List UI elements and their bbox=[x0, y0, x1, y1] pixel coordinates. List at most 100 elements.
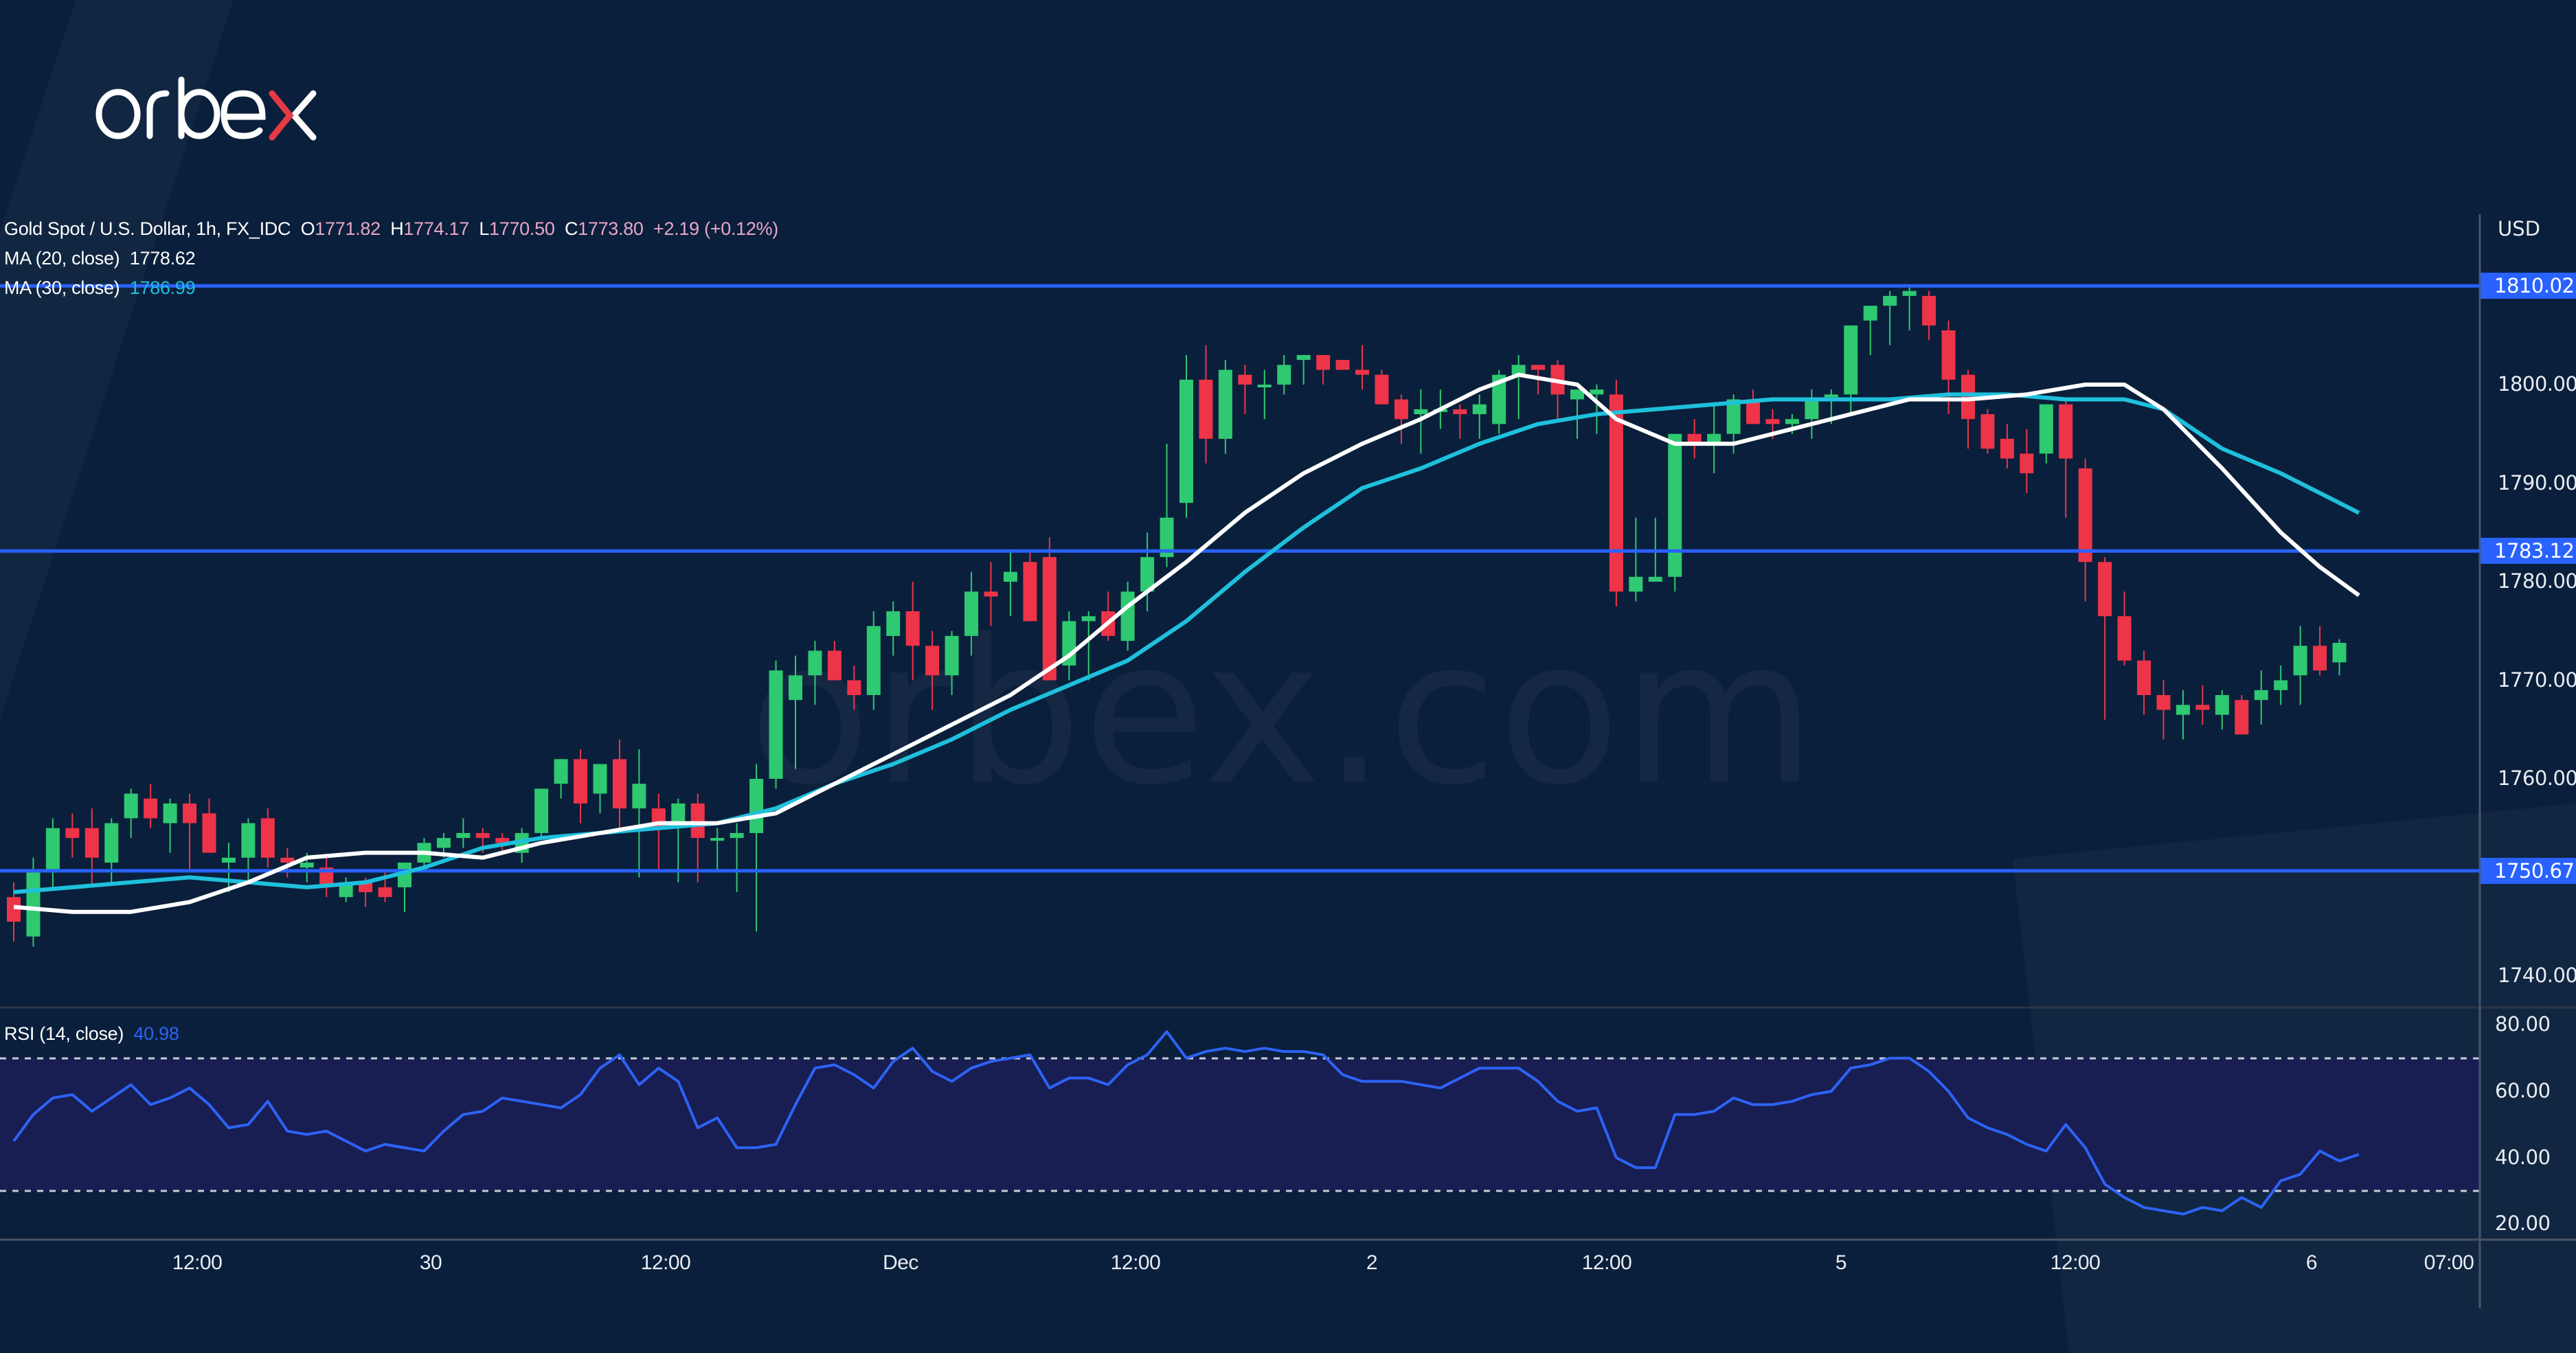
candle-bullish bbox=[1003, 571, 1017, 582]
ma20-line bbox=[13, 372, 2360, 914]
candle-bullish bbox=[300, 862, 314, 868]
price-tick-label: 1770.00 bbox=[2498, 668, 2576, 692]
time-tick-label: 12:00 bbox=[2050, 1251, 2101, 1274]
candle-bullish bbox=[436, 838, 451, 848]
orbex-logo bbox=[95, 74, 328, 150]
candle-bearish bbox=[905, 611, 920, 646]
watermark: orbex.com bbox=[749, 598, 1817, 829]
candle-bullish bbox=[1648, 576, 1662, 582]
candle-bearish bbox=[495, 838, 510, 843]
candle-bullish bbox=[456, 832, 471, 839]
candle-bullish bbox=[163, 803, 177, 823]
rsi-line bbox=[12, 1030, 2360, 1216]
candle-bearish bbox=[1453, 409, 1467, 415]
price-tick-label: 1760.00 bbox=[2498, 766, 2576, 790]
candle-bearish bbox=[7, 897, 21, 922]
candle-bearish bbox=[1765, 419, 1780, 424]
currency-label: USD bbox=[2498, 217, 2540, 240]
candle-bearish bbox=[2059, 404, 2073, 459]
candle-bearish bbox=[1980, 414, 1995, 449]
time-tick-label: Dec bbox=[883, 1251, 918, 1274]
rsi-tick-label: 20.00 bbox=[2495, 1212, 2551, 1236]
candle-bearish bbox=[612, 759, 626, 809]
ma30-value: 1786.99 bbox=[129, 277, 196, 298]
candle-bearish bbox=[925, 646, 940, 676]
candle-bullish bbox=[2332, 642, 2347, 663]
candle-bullish bbox=[1140, 557, 1155, 592]
candle-bullish bbox=[2215, 695, 2229, 715]
candle-bearish bbox=[1042, 557, 1057, 681]
candle-bearish bbox=[1199, 379, 1213, 439]
high-label: H bbox=[390, 218, 404, 239]
rsi-tick-label: 80.00 bbox=[2495, 1012, 2551, 1036]
candle-bearish bbox=[1316, 354, 1331, 370]
level-price-tag: 1750.67 bbox=[2481, 857, 2576, 884]
low-value: 1770.50 bbox=[489, 218, 555, 239]
candle-bearish bbox=[1394, 399, 1408, 420]
candle-bullish bbox=[808, 650, 822, 676]
candle-bearish bbox=[2137, 660, 2151, 696]
candle-bullish bbox=[1570, 389, 1584, 400]
candle-bullish bbox=[1277, 365, 1291, 385]
candle-bearish bbox=[1609, 394, 1623, 592]
open-value: 1771.82 bbox=[315, 218, 381, 239]
candle-bullish bbox=[2254, 690, 2268, 701]
candle-bearish bbox=[1023, 562, 1037, 622]
candle-bullish bbox=[1257, 385, 1272, 387]
price-tick-label: 1780.00 bbox=[2498, 569, 2576, 593]
price-tick-label: 1790.00 bbox=[2498, 470, 2576, 494]
candle-bullish bbox=[769, 670, 783, 779]
ma20-legend[interactable]: MA (20, close) 1778.62 bbox=[4, 248, 196, 269]
candle-bearish bbox=[183, 803, 197, 823]
rsi-legend[interactable]: RSI (14, close) 40.98 bbox=[4, 1023, 179, 1045]
candle-bullish bbox=[26, 872, 41, 937]
time-tick-label: 2 bbox=[1366, 1251, 1378, 1274]
time-tick-label: 12:00 bbox=[640, 1251, 691, 1274]
candle-bullish bbox=[730, 832, 744, 839]
candle-bullish bbox=[710, 838, 725, 841]
rsi-tick-label: 40.00 bbox=[2495, 1145, 2551, 1169]
candle-bearish bbox=[1746, 399, 1761, 424]
time-tick-label: 12:00 bbox=[1110, 1251, 1161, 1274]
time-tick-label: 12:00 bbox=[172, 1251, 223, 1274]
candle-bullish bbox=[554, 759, 568, 784]
time-tick-label: 6 bbox=[2305, 1251, 2318, 1274]
candle-bullish bbox=[1160, 517, 1174, 558]
candle-bearish bbox=[2078, 468, 2092, 562]
price-tick-label: 1740.00 bbox=[2498, 964, 2576, 987]
candle-bearish bbox=[827, 650, 841, 681]
candle-bearish bbox=[475, 832, 490, 839]
candle-bullish bbox=[398, 862, 411, 887]
candle-bearish bbox=[984, 591, 998, 597]
candle-bearish bbox=[202, 813, 216, 853]
price-tick-label: 1800.00 bbox=[2498, 372, 2576, 396]
candle-bullish bbox=[1805, 399, 1819, 420]
candle-bearish bbox=[84, 828, 99, 858]
ma30-legend[interactable]: MA (30, close) 1786.99 bbox=[4, 277, 196, 299]
candle-bearish bbox=[1355, 369, 1370, 375]
candle-bullish bbox=[1472, 404, 1487, 415]
candle-bearish bbox=[1335, 360, 1350, 370]
candle-bullish bbox=[124, 793, 138, 819]
candle-bearish bbox=[2156, 695, 2171, 710]
candle-bearish bbox=[1238, 374, 1252, 385]
candle-bearish bbox=[2117, 616, 2132, 661]
candle-bullish bbox=[2274, 680, 2288, 690]
candle-bullish bbox=[221, 857, 236, 863]
candle-bullish bbox=[1824, 394, 1838, 398]
symbol-legend[interactable]: Gold Spot / U.S. Dollar, 1h, FX_IDC O177… bbox=[4, 218, 778, 240]
candle-bullish bbox=[1414, 409, 1428, 415]
rsi-label: RSI (14, close) bbox=[4, 1023, 124, 1044]
close-label: C bbox=[564, 218, 578, 239]
symbol-name: Gold Spot / U.S. Dollar, 1h, FX_IDC bbox=[4, 218, 291, 239]
candle-bearish bbox=[574, 759, 588, 804]
candle-bullish bbox=[2039, 404, 2053, 454]
candle-bearish bbox=[2195, 705, 2210, 710]
candle-bearish bbox=[260, 818, 275, 858]
candle-bearish bbox=[1375, 374, 1389, 405]
candle-bullish bbox=[789, 675, 802, 701]
candle-bearish bbox=[690, 803, 705, 839]
candle-bullish bbox=[1590, 389, 1604, 395]
ma20-label: MA (20, close) bbox=[4, 248, 120, 269]
